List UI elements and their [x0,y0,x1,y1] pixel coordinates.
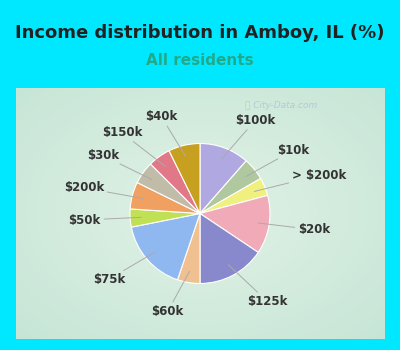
Text: $100k: $100k [222,114,275,159]
Wedge shape [200,161,261,214]
Text: $150k: $150k [102,126,165,166]
Text: All residents: All residents [146,53,254,68]
Text: $200k: $200k [64,181,143,198]
Text: $75k: $75k [93,252,156,286]
Wedge shape [130,183,200,214]
Text: $60k: $60k [152,271,190,318]
Wedge shape [137,164,200,214]
Wedge shape [200,144,246,214]
Wedge shape [200,195,270,252]
Wedge shape [150,151,200,214]
Wedge shape [178,214,200,284]
Text: $30k: $30k [87,149,152,180]
Text: > $200k: > $200k [254,169,346,191]
Wedge shape [169,144,200,214]
Wedge shape [200,214,258,284]
Text: $20k: $20k [258,223,330,236]
Wedge shape [200,178,268,214]
Text: $40k: $40k [145,110,186,156]
Text: $125k: $125k [228,265,287,308]
Text: $50k: $50k [68,214,141,226]
Wedge shape [131,214,200,280]
Text: ⓘ City-Data.com: ⓘ City-Data.com [245,101,318,110]
Text: $10k: $10k [246,144,309,177]
Wedge shape [130,209,200,227]
Text: Income distribution in Amboy, IL (%): Income distribution in Amboy, IL (%) [15,25,385,42]
